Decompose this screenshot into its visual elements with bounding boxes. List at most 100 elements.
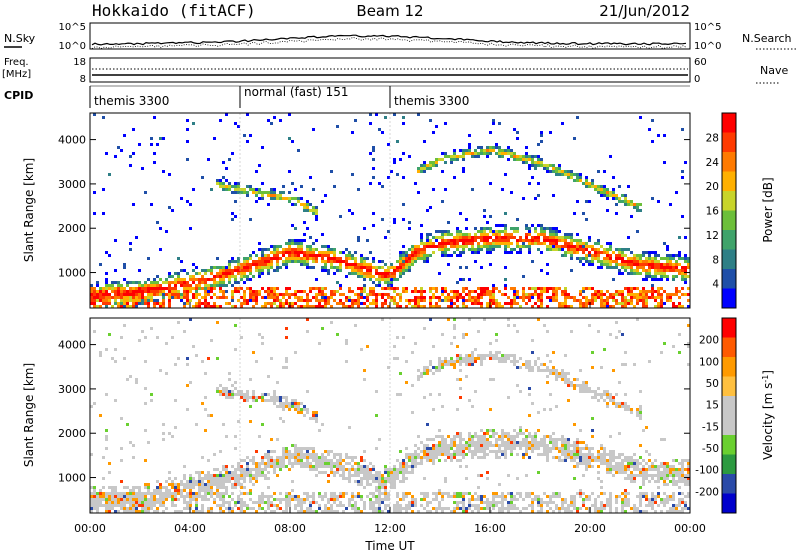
heatmap-cell <box>399 299 402 302</box>
heatmap-cell <box>297 501 300 504</box>
heatmap-cell <box>399 465 402 468</box>
heatmap-cell <box>507 501 510 504</box>
heatmap-cell <box>453 441 456 444</box>
heatmap-cell <box>573 444 576 447</box>
heatmap-cell <box>264 266 267 269</box>
heatmap-cell <box>279 266 282 269</box>
heatmap-cell <box>285 501 288 504</box>
heatmap-cell <box>318 507 321 510</box>
heatmap-cell <box>96 498 99 501</box>
heatmap-cell <box>342 251 345 254</box>
heatmap-cell <box>207 278 210 281</box>
heatmap-cell <box>603 170 606 173</box>
heatmap-cell <box>510 251 513 254</box>
heatmap-cell <box>660 275 663 278</box>
heatmap-cell <box>465 354 468 357</box>
heatmap-cell <box>264 474 267 477</box>
heatmap-cell <box>408 471 411 474</box>
heatmap-cell <box>561 501 564 504</box>
heatmap-cell <box>141 498 144 501</box>
heatmap-cell <box>489 354 492 357</box>
heatmap-cell <box>375 302 378 305</box>
heatmap-cell <box>552 242 555 245</box>
heatmap-cell <box>609 245 612 248</box>
heatmap-cell <box>96 492 99 495</box>
heatmap-cell <box>597 254 600 257</box>
heatmap-cell <box>612 396 615 399</box>
heatmap-cell <box>324 254 327 257</box>
heatmap-cell <box>669 269 672 272</box>
heatmap-cell <box>177 293 180 296</box>
heatmap-cell <box>519 495 522 498</box>
heatmap-cell <box>669 296 672 299</box>
heatmap-cell <box>360 257 363 260</box>
heatmap-cell <box>510 242 513 245</box>
heatmap-cell <box>399 480 402 483</box>
heatmap-cell <box>573 384 576 387</box>
heatmap-cell <box>570 257 573 260</box>
heatmap-cell <box>396 287 399 290</box>
heatmap-cell <box>525 363 528 366</box>
heatmap-cell <box>345 296 348 299</box>
heatmap-cell <box>318 302 321 305</box>
heatmap-cell <box>255 299 258 302</box>
heatmap-cell <box>492 435 495 438</box>
heatmap-cell <box>144 360 147 363</box>
heatmap-cell <box>549 507 552 510</box>
heatmap-cell <box>510 453 513 456</box>
heatmap-cell <box>459 233 462 236</box>
heatmap-cell <box>408 227 411 230</box>
heatmap-cell <box>309 504 312 507</box>
heatmap-cell <box>480 149 483 152</box>
heatmap-cell <box>204 498 207 501</box>
heatmap-cell <box>405 305 408 308</box>
heatmap-cell <box>135 498 138 501</box>
heatmap-cell <box>528 456 531 459</box>
heatmap-cell <box>249 134 252 137</box>
heatmap-cell <box>516 441 519 444</box>
heatmap-cell <box>513 302 516 305</box>
heatmap-cell <box>531 441 534 444</box>
heatmap-cell <box>501 438 504 441</box>
heatmap-cell <box>456 299 459 302</box>
heatmap-cell <box>567 453 570 456</box>
heatmap-cell <box>330 293 333 296</box>
heatmap-cell <box>600 293 603 296</box>
heatmap-cell <box>258 501 261 504</box>
heatmap-cell <box>645 290 648 293</box>
heatmap-cell <box>129 501 132 504</box>
heatmap-cell <box>570 254 573 257</box>
heatmap-cell <box>144 495 147 498</box>
heatmap-cell <box>417 170 420 173</box>
heatmap-cell <box>102 495 105 498</box>
heatmap-cell <box>180 197 183 200</box>
heatmap-cell <box>348 296 351 299</box>
heatmap-cell <box>477 287 480 290</box>
heatmap-cell <box>600 194 603 197</box>
heatmap-cell <box>114 360 117 363</box>
heatmap-cell <box>423 305 426 308</box>
heatmap-cell <box>519 239 522 242</box>
heatmap-cell <box>627 501 630 504</box>
heatmap-cell <box>294 453 297 456</box>
heatmap-cell <box>363 474 366 477</box>
heatmap-cell <box>552 287 555 290</box>
heatmap-cell <box>552 227 555 230</box>
heatmap-cell <box>306 390 309 393</box>
heatmap-cell <box>312 212 315 215</box>
heatmap-cell <box>570 504 573 507</box>
heatmap-cell <box>270 287 273 290</box>
heatmap-cell <box>426 167 429 170</box>
heatmap-cell <box>552 293 555 296</box>
heatmap-cell <box>219 272 222 275</box>
heatmap-cell <box>597 507 600 510</box>
heatmap-cell <box>441 333 444 336</box>
heatmap-cell <box>621 402 624 405</box>
heatmap-cell <box>498 305 501 308</box>
heatmap-cell <box>543 363 546 366</box>
heatmap-cell <box>384 278 387 281</box>
heatmap-cell <box>219 179 222 182</box>
heatmap-cell <box>258 272 261 275</box>
heatmap-cell <box>306 200 309 203</box>
heatmap-cell <box>459 230 462 233</box>
